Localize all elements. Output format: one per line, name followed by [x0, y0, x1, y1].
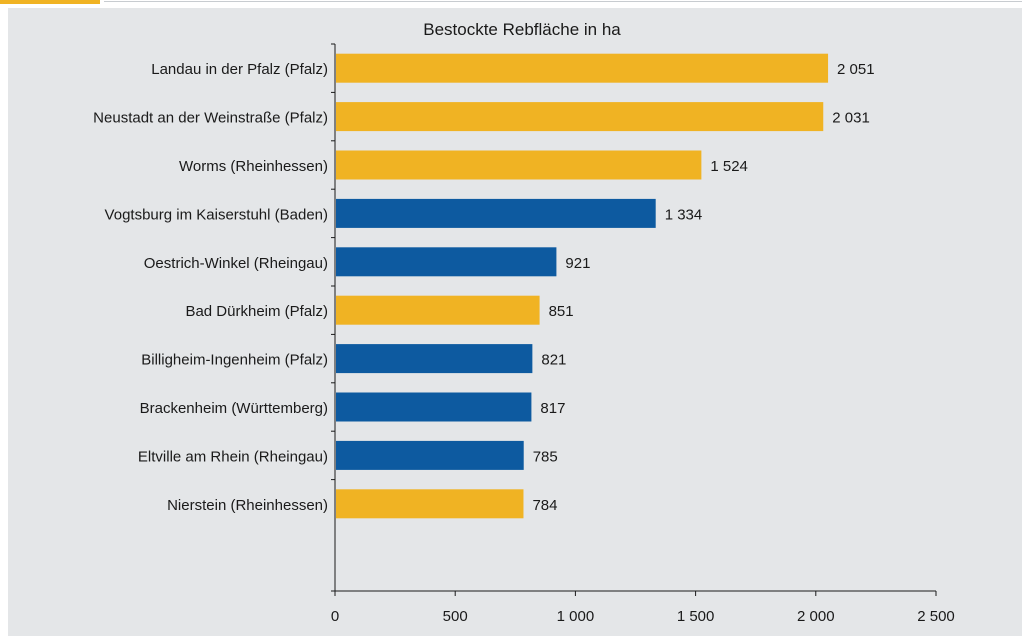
- x-tick-label-5: 2 500: [917, 608, 955, 625]
- bar-6: [336, 344, 533, 374]
- value-label-6: 821: [541, 352, 566, 369]
- bar-4: [336, 247, 557, 277]
- value-label-3: 1 334: [665, 206, 703, 223]
- x-tick-label-4: 2 000: [797, 608, 835, 625]
- chart-title: Bestockte Rebfläche in ha: [423, 20, 621, 39]
- value-label-2: 1 524: [710, 158, 748, 175]
- bar-5: [336, 295, 540, 325]
- category-label-0: Landau in der Pfalz (Pfalz): [151, 61, 328, 78]
- category-label-9: Nierstein (Rheinhessen): [167, 497, 328, 514]
- category-label-3: Vogtsburg im Kaiserstuhl (Baden): [105, 206, 328, 223]
- value-label-0: 2 051: [837, 61, 875, 78]
- category-label-7: Brackenheim (Württemberg): [140, 400, 328, 417]
- accent-tab: [0, 0, 100, 4]
- bar-7: [336, 392, 532, 422]
- x-tick-label-1: 500: [443, 608, 468, 625]
- category-label-4: Oestrich-Winkel (Rheingau): [144, 255, 328, 272]
- bar-3: [336, 198, 656, 228]
- x-tick-label-0: 0: [331, 608, 339, 625]
- category-label-2: Worms (Rheinhessen): [179, 158, 328, 175]
- bar-0: [336, 53, 829, 83]
- value-label-7: 817: [540, 400, 565, 417]
- category-label-5: Bad Dürkheim (Pfalz): [185, 303, 328, 320]
- value-label-4: 921: [565, 255, 590, 272]
- category-label-1: Neustadt an der Weinstraße (Pfalz): [93, 110, 328, 127]
- value-label-5: 851: [549, 303, 574, 320]
- value-label-8: 785: [533, 448, 558, 465]
- value-label-9: 784: [532, 497, 557, 514]
- category-label-6: Billigheim-Ingenheim (Pfalz): [141, 352, 328, 369]
- value-label-1: 2 031: [832, 110, 870, 127]
- bar-2: [336, 150, 702, 180]
- top-rule: [104, 1, 1022, 2]
- x-tick-label-2: 1 000: [557, 608, 595, 625]
- bar-1: [336, 102, 824, 132]
- category-label-8: Eltville am Rhein (Rheingau): [138, 448, 328, 465]
- x-tick-label-3: 1 500: [677, 608, 715, 625]
- bar-9: [336, 489, 524, 519]
- bar-8: [336, 440, 524, 470]
